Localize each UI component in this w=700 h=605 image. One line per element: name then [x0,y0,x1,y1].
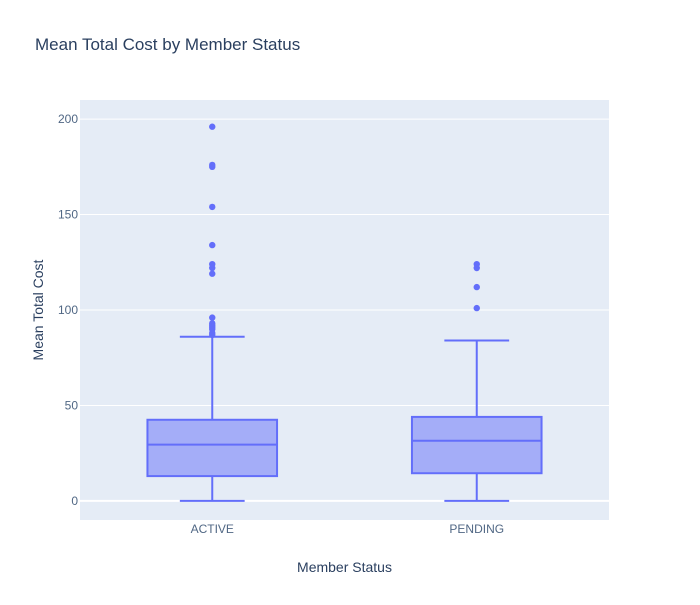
outlier-point [209,270,216,277]
outlier-point [473,283,480,291]
x-axis-ticks: ACTIVE PENDING [191,522,505,536]
y-tick-label: 100 [58,303,78,317]
y-axis-ticks: 0 50 100 150 200 [58,112,78,508]
grid-lines [80,118,609,502]
y-tick-label: 50 [65,398,79,412]
y-tick-label: 200 [58,112,78,126]
outlier-point [209,320,216,327]
box-group-pending [410,260,543,502]
outlier-point [209,203,216,211]
outlier-point [209,161,216,169]
outlier-point [473,260,480,268]
y-axis-title: Mean Total Cost [30,259,46,360]
iqr-box [146,418,279,478]
outlier-point [209,123,216,130]
outlier-point [473,304,480,312]
chart-title: Mean Total Cost by Member Status [35,35,300,54]
y-tick-label: 150 [58,208,78,222]
box-series [146,123,543,502]
iqr-box [410,415,543,475]
x-tick-label: ACTIVE [191,522,234,536]
outlier-point [209,260,216,268]
outlier-point [209,314,216,321]
x-tick-label: PENDING [449,522,504,536]
y-tick-label: 0 [71,494,78,508]
x-axis-title: Member Status [297,559,392,575]
box-group-active [146,123,279,502]
outlier-point [209,241,216,249]
